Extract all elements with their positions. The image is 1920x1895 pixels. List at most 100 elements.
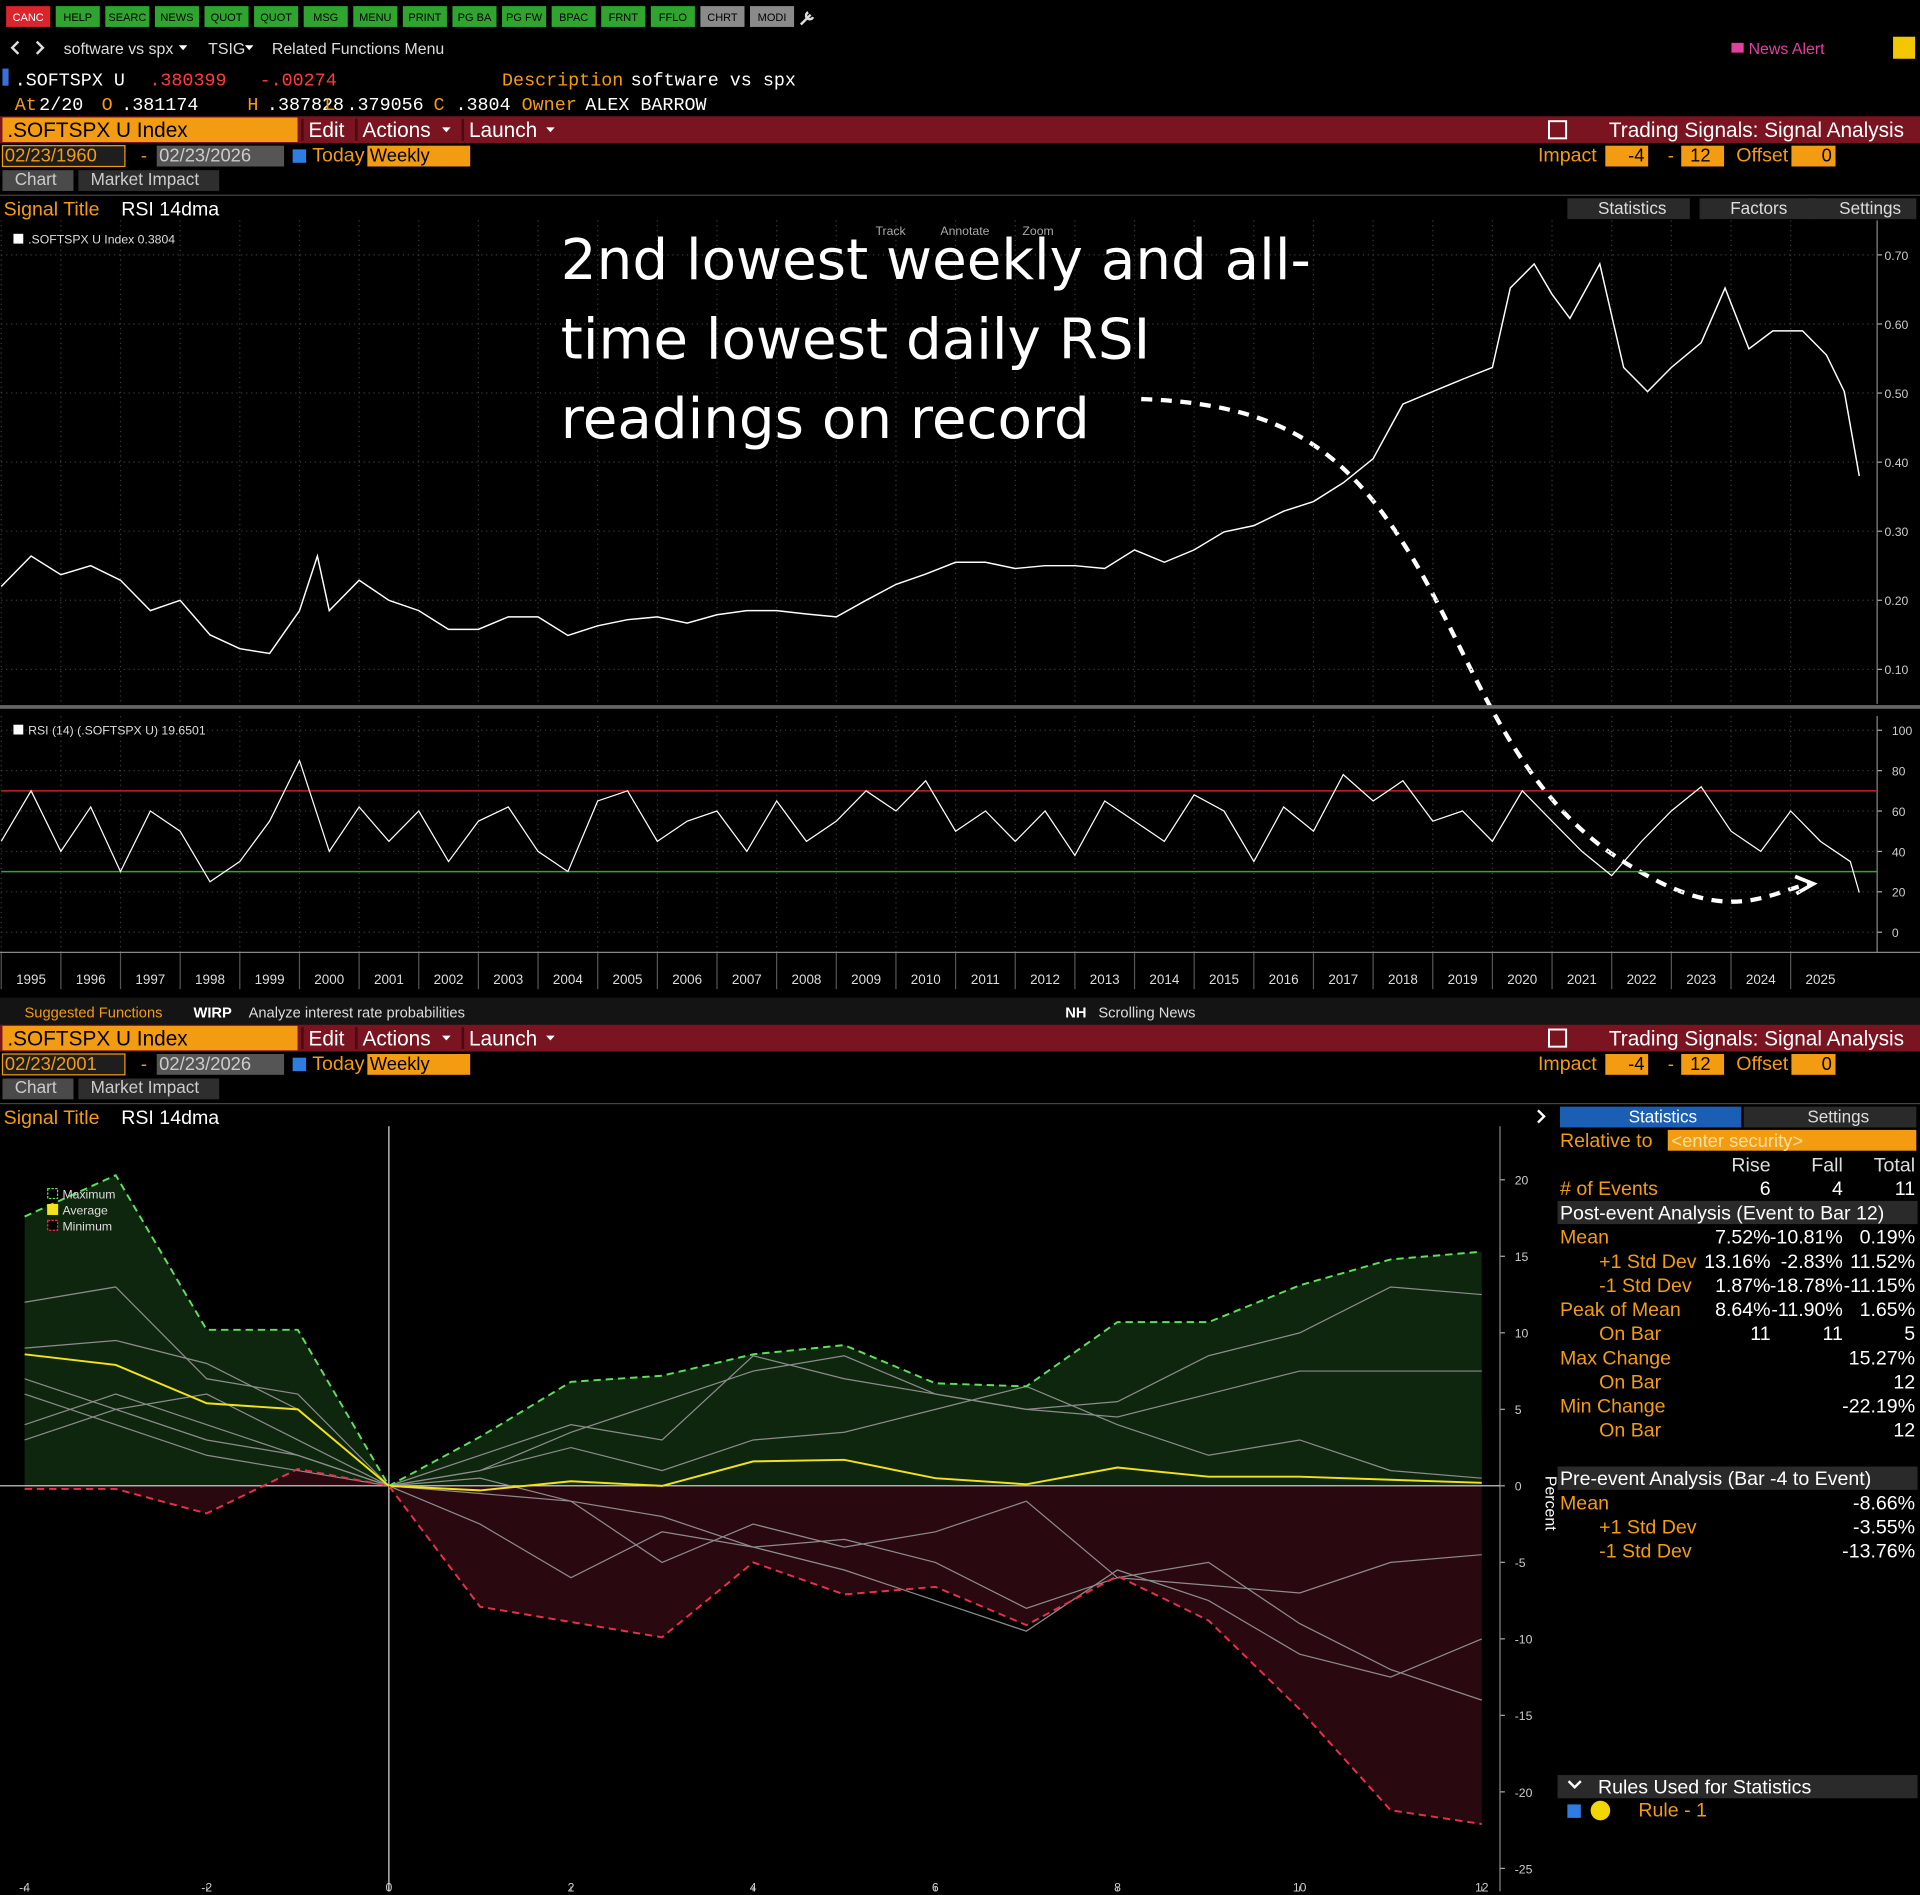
toolbar-button[interactable] bbox=[105, 6, 150, 27]
impact-to-box[interactable] bbox=[1681, 145, 1725, 167]
popout-icon[interactable] bbox=[1548, 1028, 1568, 1048]
toolbar-button-label[interactable]: QUOT bbox=[260, 12, 292, 24]
end-date-box[interactable] bbox=[156, 145, 285, 167]
side-tab-label[interactable]: Statistics bbox=[1598, 198, 1667, 218]
panel-menu-item[interactable]: Edit bbox=[309, 119, 345, 142]
back-button[interactable] bbox=[10, 40, 20, 55]
impact-from-box[interactable] bbox=[1605, 145, 1649, 167]
toolbar-button[interactable] bbox=[353, 6, 398, 27]
toolbar-button-label[interactable]: MENU bbox=[359, 12, 391, 24]
offset-box[interactable] bbox=[1791, 145, 1836, 167]
start-date[interactable]: 02/23/2001 bbox=[5, 1053, 97, 1074]
toolbar-button[interactable] bbox=[402, 6, 447, 27]
end-date[interactable]: 02/23/2026 bbox=[159, 1053, 251, 1074]
tab-market-impact[interactable] bbox=[78, 170, 220, 191]
side-tab-label[interactable]: Settings bbox=[1839, 198, 1901, 218]
toolbar-button[interactable] bbox=[750, 6, 795, 27]
toolbar-button[interactable] bbox=[6, 6, 51, 27]
toolbar-button-label[interactable]: PG BA bbox=[458, 12, 492, 24]
panel-menu-item[interactable]: Actions bbox=[362, 1027, 430, 1050]
collapse-chevron[interactable] bbox=[1567, 1780, 1582, 1790]
side-tab[interactable] bbox=[1567, 198, 1690, 220]
toolbar-button-label[interactable]: HELP bbox=[63, 12, 92, 24]
side-tab[interactable] bbox=[1699, 198, 1816, 220]
help-button[interactable] bbox=[1893, 36, 1916, 59]
suggested-code[interactable]: WIRP bbox=[193, 1005, 232, 1021]
chart-tool[interactable]: Annotate bbox=[940, 224, 989, 238]
toolbar-button-label[interactable]: CHRT bbox=[707, 12, 738, 24]
frequency[interactable]: Weekly bbox=[370, 1053, 431, 1074]
panel-menu-item[interactable]: Actions bbox=[362, 119, 430, 142]
rule-checkbox[interactable] bbox=[1567, 1804, 1581, 1818]
suggested-text[interactable]: Analyze interest rate probabilities bbox=[249, 1005, 465, 1021]
collapse-chevron[interactable] bbox=[1537, 1109, 1546, 1124]
popout-icon[interactable] bbox=[1548, 120, 1568, 140]
frequency[interactable]: Weekly bbox=[370, 145, 431, 166]
impact-to[interactable]: 12 bbox=[1690, 1053, 1710, 1074]
frequency-box[interactable] bbox=[367, 145, 471, 167]
side-tab[interactable] bbox=[1808, 198, 1917, 220]
panel-menu-item[interactable]: Launch bbox=[469, 1027, 537, 1050]
toolbar-button[interactable] bbox=[650, 6, 695, 27]
nav-security[interactable]: software vs spx bbox=[64, 41, 174, 58]
tab-market-impact[interactable] bbox=[78, 1078, 220, 1100]
tab-label[interactable]: Market Impact bbox=[91, 1077, 200, 1097]
end-date[interactable]: 02/23/2026 bbox=[159, 145, 251, 166]
tab-label[interactable]: Market Impact bbox=[91, 169, 200, 189]
news-alert[interactable]: News Alert bbox=[1749, 41, 1826, 58]
chart-tool[interactable]: Track bbox=[876, 224, 907, 238]
toolbar-button[interactable] bbox=[502, 6, 547, 27]
toolbar-button[interactable] bbox=[452, 6, 497, 27]
start-date-box[interactable] bbox=[1, 145, 126, 168]
offset[interactable]: 0 bbox=[1822, 145, 1832, 166]
toolbar-button-label[interactable]: MSG bbox=[313, 12, 338, 24]
panel-menu-item[interactable]: Launch bbox=[469, 119, 537, 142]
today-checkbox[interactable] bbox=[292, 149, 307, 163]
chart-tool[interactable]: Zoom bbox=[1022, 224, 1053, 238]
toolbar-button[interactable] bbox=[303, 6, 348, 27]
toolbar-button-label[interactable]: MODI bbox=[758, 12, 787, 24]
toolbar-button[interactable] bbox=[700, 6, 745, 27]
end-date-box[interactable] bbox=[156, 1054, 285, 1075]
toolbar-button-label[interactable]: BPAC bbox=[559, 12, 588, 24]
toolbar-button-label[interactable]: FFLO bbox=[659, 12, 688, 24]
frequency-box[interactable] bbox=[367, 1054, 471, 1075]
offset-box[interactable] bbox=[1791, 1054, 1836, 1075]
impact-to-box[interactable] bbox=[1681, 1054, 1725, 1075]
start-date-box[interactable] bbox=[1, 1053, 126, 1076]
rule-label[interactable]: Rule - 1 bbox=[1638, 1800, 1707, 1822]
panel-menu-item[interactable]: Edit bbox=[309, 1027, 345, 1050]
nav-function[interactable]: TSIG bbox=[208, 41, 245, 58]
toolbar-button[interactable] bbox=[154, 6, 199, 27]
toolbar-button-label[interactable]: FRNT bbox=[609, 12, 639, 24]
nav-menu[interactable]: Related Functions Menu bbox=[272, 41, 444, 58]
impact-from-box[interactable] bbox=[1605, 1054, 1649, 1075]
tab-chart[interactable] bbox=[2, 1078, 74, 1100]
stat-tab-active[interactable] bbox=[1560, 1106, 1742, 1128]
toolbar-button[interactable] bbox=[254, 6, 299, 27]
toolbar-button[interactable] bbox=[204, 6, 249, 27]
stat-tab[interactable]: Settings bbox=[1807, 1107, 1869, 1127]
offset[interactable]: 0 bbox=[1822, 1053, 1832, 1074]
suggested-code[interactable]: NH bbox=[1065, 1005, 1086, 1021]
tab-label[interactable]: Chart bbox=[15, 169, 57, 189]
impact-to[interactable]: 12 bbox=[1690, 145, 1710, 166]
suggested-text[interactable]: Scrolling News bbox=[1098, 1005, 1195, 1021]
tab-chart[interactable] bbox=[2, 170, 74, 191]
stat-tab[interactable] bbox=[1743, 1106, 1917, 1128]
side-tab-label[interactable]: Factors bbox=[1730, 198, 1787, 218]
toolbar-button-label[interactable]: PRINT bbox=[408, 12, 441, 24]
today-checkbox[interactable] bbox=[292, 1057, 307, 1072]
toolbar-button-label[interactable]: NEWS bbox=[160, 12, 193, 24]
tab-label[interactable]: Chart bbox=[15, 1077, 57, 1097]
relative-placeholder[interactable]: <enter security> bbox=[1671, 1130, 1803, 1151]
toolbar-button-label[interactable]: SEARC bbox=[108, 12, 146, 24]
stat-tab[interactable]: Statistics bbox=[1629, 1107, 1698, 1127]
impact-from[interactable]: -4 bbox=[1628, 145, 1644, 166]
toolbar-button[interactable] bbox=[551, 6, 596, 27]
toolbar-button-label[interactable]: CANC bbox=[13, 12, 44, 24]
toolbar-button[interactable] bbox=[55, 6, 100, 27]
toolbar-button[interactable] bbox=[601, 6, 646, 27]
relative-input[interactable] bbox=[1667, 1129, 1917, 1151]
toolbar-button-label[interactable]: QUOT bbox=[211, 12, 243, 24]
